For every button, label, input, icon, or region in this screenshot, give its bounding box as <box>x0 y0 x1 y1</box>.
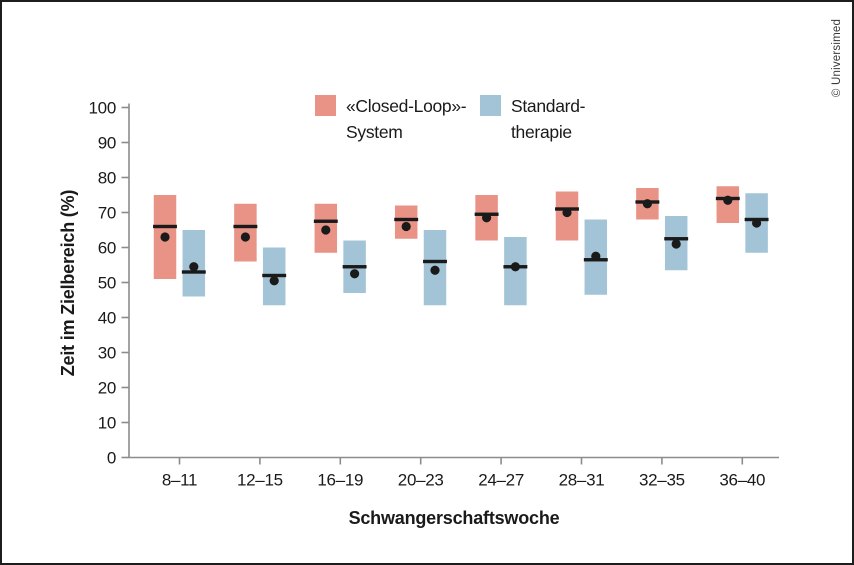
mean-dot <box>723 195 733 205</box>
legend-swatch-standard-icon <box>480 95 501 116</box>
median-line <box>181 270 206 274</box>
median-line <box>153 224 177 229</box>
mean-dot <box>189 262 199 272</box>
mean-dot <box>642 199 653 209</box>
x-tick-label: 28–31 <box>559 471 605 490</box>
legend-label-line: therapie <box>511 122 572 142</box>
median-line <box>233 224 258 229</box>
x-tick-label: 12–15 <box>237 471 283 490</box>
mean-dot <box>591 251 601 261</box>
copyright-watermark: © Universimed <box>831 18 843 98</box>
legend-label-line: Standard- <box>511 96 586 116</box>
mean-dot <box>482 213 492 223</box>
y-tick-label: 20 <box>98 379 116 398</box>
median-line <box>423 259 447 264</box>
mean-dot <box>240 232 250 242</box>
y-tick-label: 70 <box>98 204 116 223</box>
legend-item-standard: Standard- therapie <box>480 93 585 145</box>
x-axis-title: Schwangerschaftswoche <box>348 508 560 528</box>
mean-dot <box>401 221 411 232</box>
mean-dot <box>321 225 331 235</box>
x-tick-label: 36–40 <box>719 471 765 490</box>
y-tick-label: 0 <box>107 449 116 468</box>
y-tick-label: 60 <box>98 239 116 258</box>
mean-dot <box>510 262 520 272</box>
mean-dot <box>752 218 762 228</box>
mean-dot <box>350 269 360 279</box>
x-tick-label: 20–23 <box>398 471 444 490</box>
legend-label-closed-loop: «Closed-Loop»- System <box>346 93 467 145</box>
median-line <box>262 273 287 278</box>
y-axis-title: Zeit im Zielbereich (%) <box>58 189 78 377</box>
median-line <box>342 265 367 269</box>
mean-dot <box>269 276 279 286</box>
legend-item-closed-loop: «Closed-Loop»- System <box>315 93 467 145</box>
mean-dot <box>430 265 440 275</box>
legend-label-line: System <box>346 122 403 142</box>
y-tick-label: 50 <box>98 274 116 293</box>
median-line <box>394 217 419 222</box>
y-tick-label: 40 <box>98 309 116 328</box>
mean-dot <box>160 232 170 242</box>
mean-dot <box>562 207 572 218</box>
x-tick-label: 24–27 <box>478 471 524 490</box>
x-tick-label: 8–11 <box>162 471 197 490</box>
legend-label-standard: Standard- therapie <box>511 93 585 145</box>
y-tick-label: 90 <box>98 134 116 153</box>
x-tick-label: 16–19 <box>317 471 363 490</box>
legend-swatch-closed-loop-icon <box>315 95 336 116</box>
y-tick-label: 30 <box>98 344 116 363</box>
y-tick-label: 100 <box>89 99 116 118</box>
y-tick-label: 80 <box>98 169 116 188</box>
mean-dot <box>671 239 681 249</box>
x-tick-label: 32–35 <box>639 471 685 490</box>
median-line <box>313 219 338 223</box>
y-tick-label: 10 <box>98 414 116 433</box>
legend-label-line: «Closed-Loop»- <box>346 96 467 116</box>
median-line <box>664 237 689 241</box>
